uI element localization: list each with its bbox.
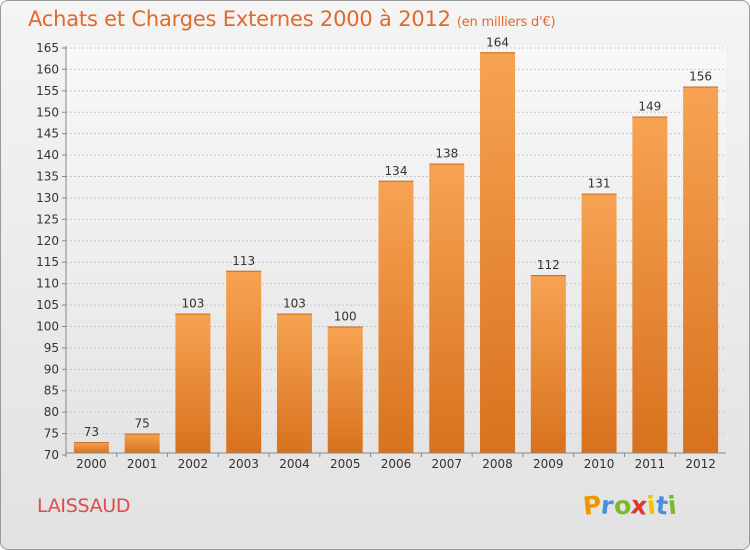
chart-subtitle: (en milliers d'€) bbox=[456, 15, 556, 30]
y-tick-label: 130 bbox=[36, 191, 59, 205]
y-tick-label: 95 bbox=[44, 341, 59, 355]
y-tick-label: 75 bbox=[44, 427, 59, 441]
data-label-2003: 113 bbox=[232, 254, 255, 268]
bar-2003 bbox=[226, 270, 262, 453]
data-label-2009: 112 bbox=[537, 258, 560, 272]
y-tick-label: 85 bbox=[44, 384, 59, 398]
x-tick-label: 2006 bbox=[381, 457, 412, 471]
bar-2006 bbox=[378, 180, 414, 453]
data-label-2011: 149 bbox=[638, 100, 661, 114]
bar-2004 bbox=[276, 313, 312, 453]
x-tick-label: 2009 bbox=[533, 457, 564, 471]
x-tick-label: 2007 bbox=[431, 457, 462, 471]
data-label-2008: 164 bbox=[486, 35, 509, 49]
y-tick-label: 145 bbox=[36, 127, 59, 141]
bar-2000 bbox=[73, 442, 109, 453]
y-axis: 70 75 80 85 90 95 100 105 110 115 120 125 130 135 140 1… bbox=[36, 41, 67, 462]
data-label-2001: 75 bbox=[135, 417, 150, 431]
y-tick-label: 140 bbox=[36, 148, 59, 162]
x-tick-label: 2000 bbox=[76, 457, 107, 471]
bar-2007 bbox=[429, 163, 465, 453]
y-tick-label: 110 bbox=[36, 277, 59, 291]
bar-2001 bbox=[124, 433, 160, 453]
y-tick-label: 155 bbox=[36, 84, 59, 98]
bar-2008 bbox=[480, 52, 516, 453]
x-tick-label: 2003 bbox=[228, 457, 259, 471]
y-tick-label: 160 bbox=[36, 62, 59, 76]
x-tick-label: 2005 bbox=[330, 457, 361, 471]
x-tick-label: 2011 bbox=[635, 457, 666, 471]
data-label-2002: 103 bbox=[181, 297, 204, 311]
x-tick-label: 2012 bbox=[685, 457, 716, 471]
bar-2011 bbox=[632, 116, 668, 454]
y-tick-label: 90 bbox=[44, 362, 59, 376]
y-tick-label: 80 bbox=[44, 405, 59, 419]
x-tick-label: 2004 bbox=[279, 457, 310, 471]
data-label-2004: 103 bbox=[283, 297, 306, 311]
logo-letter: i bbox=[666, 490, 678, 521]
y-tick-label: 135 bbox=[36, 170, 59, 184]
data-label-2006: 134 bbox=[385, 164, 408, 178]
bar-2010 bbox=[581, 193, 617, 454]
y-tick-label: 100 bbox=[36, 319, 59, 333]
data-label-2000: 73 bbox=[84, 425, 99, 439]
y-tick-label: 125 bbox=[36, 212, 59, 226]
y-tick-label: 105 bbox=[36, 298, 59, 312]
y-tick-label: 120 bbox=[36, 234, 59, 248]
proxiti-logo: Proxiti bbox=[582, 490, 678, 521]
x-tick-label: 2010 bbox=[584, 457, 615, 471]
x-tick-label: 2008 bbox=[482, 457, 513, 471]
bar-2005 bbox=[327, 326, 363, 453]
data-label-2010: 131 bbox=[588, 177, 611, 191]
data-label-2007: 138 bbox=[435, 147, 458, 161]
chart-title: Achats et Charges Externes 2000 à 2012 (e… bbox=[28, 7, 556, 31]
x-tick-label: 2001 bbox=[127, 457, 158, 471]
y-tick-label: 115 bbox=[36, 255, 59, 269]
bar-2009 bbox=[530, 275, 566, 453]
data-label-2012: 156 bbox=[689, 70, 712, 84]
bar-2002 bbox=[175, 313, 211, 453]
commune-name: LAISSAUD bbox=[37, 495, 131, 517]
bar-series: 73 75 103 113 103 100 134 138 164 112 131 149 156 bbox=[73, 35, 719, 454]
y-tick-label: 150 bbox=[36, 105, 59, 119]
y-tick-label: 70 bbox=[44, 448, 59, 462]
chart-title-text: Achats et Charges Externes 2000 à 2012 bbox=[28, 7, 451, 31]
bar-2012 bbox=[683, 86, 719, 453]
y-tick-label: 165 bbox=[36, 41, 59, 55]
data-label-2005: 100 bbox=[334, 309, 357, 323]
x-tick-label: 2002 bbox=[178, 457, 209, 471]
x-axis: 2000 2001 2002 2003 2004 2005 2006 2007 2008 2009… bbox=[65, 452, 726, 471]
